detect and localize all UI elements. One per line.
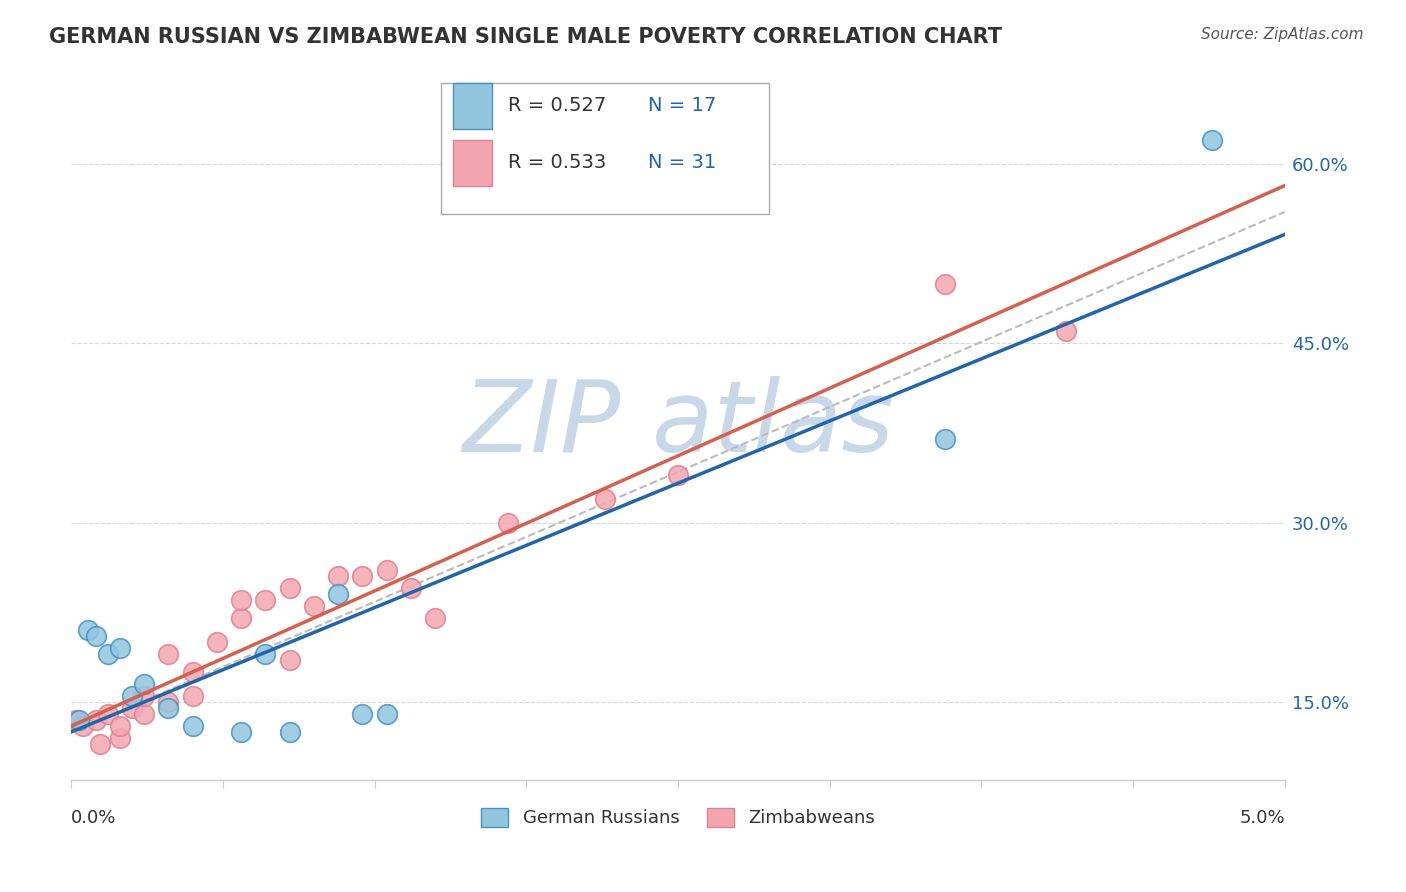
Point xyxy=(132,706,155,721)
Text: 5.0%: 5.0% xyxy=(1239,810,1285,828)
Point xyxy=(231,724,253,739)
Point xyxy=(328,587,350,601)
Legend: German Russians, Zimbabweans: German Russians, Zimbabweans xyxy=(474,801,882,835)
Point xyxy=(97,647,120,661)
Point xyxy=(254,593,277,607)
Point xyxy=(375,706,398,721)
Point xyxy=(934,432,956,446)
Point xyxy=(157,647,180,661)
Text: 0.0%: 0.0% xyxy=(72,810,117,828)
Point xyxy=(72,719,94,733)
Point xyxy=(205,635,228,649)
Point xyxy=(352,706,374,721)
Point xyxy=(89,737,111,751)
FancyBboxPatch shape xyxy=(454,83,492,129)
Point xyxy=(157,695,180,709)
Point xyxy=(934,277,956,291)
Text: N = 17: N = 17 xyxy=(648,96,716,115)
Point xyxy=(328,569,350,583)
Point xyxy=(121,689,143,703)
FancyBboxPatch shape xyxy=(454,140,492,186)
Point xyxy=(132,689,155,703)
Point xyxy=(97,706,120,721)
Point xyxy=(67,713,90,727)
Point xyxy=(399,582,422,596)
Point xyxy=(593,491,616,506)
Point xyxy=(231,593,253,607)
Point xyxy=(65,713,87,727)
Point xyxy=(84,713,107,727)
Point xyxy=(375,564,398,578)
Point xyxy=(181,689,204,703)
Text: R = 0.533: R = 0.533 xyxy=(508,153,606,172)
Text: Source: ZipAtlas.com: Source: ZipAtlas.com xyxy=(1201,27,1364,42)
Point xyxy=(254,647,277,661)
Text: R = 0.527: R = 0.527 xyxy=(508,96,606,115)
Text: N = 31: N = 31 xyxy=(648,153,716,172)
Point xyxy=(231,611,253,625)
Text: GERMAN RUSSIAN VS ZIMBABWEAN SINGLE MALE POVERTY CORRELATION CHART: GERMAN RUSSIAN VS ZIMBABWEAN SINGLE MALE… xyxy=(49,27,1002,46)
Point xyxy=(77,624,100,638)
Point xyxy=(157,701,180,715)
Point xyxy=(108,641,131,656)
Point xyxy=(84,629,107,643)
Point xyxy=(666,467,689,482)
Point xyxy=(352,569,374,583)
FancyBboxPatch shape xyxy=(441,83,769,214)
Point xyxy=(108,731,131,745)
Point xyxy=(425,611,447,625)
Point xyxy=(121,701,143,715)
Point xyxy=(278,653,301,667)
Point xyxy=(132,677,155,691)
Text: ZIP atlas: ZIP atlas xyxy=(463,376,894,473)
Point xyxy=(1201,133,1223,147)
Point xyxy=(1054,325,1077,339)
Point xyxy=(496,516,519,530)
Point xyxy=(181,665,204,679)
Point xyxy=(278,582,301,596)
Point xyxy=(278,724,301,739)
Point xyxy=(108,719,131,733)
Point xyxy=(302,599,325,614)
Point xyxy=(181,719,204,733)
